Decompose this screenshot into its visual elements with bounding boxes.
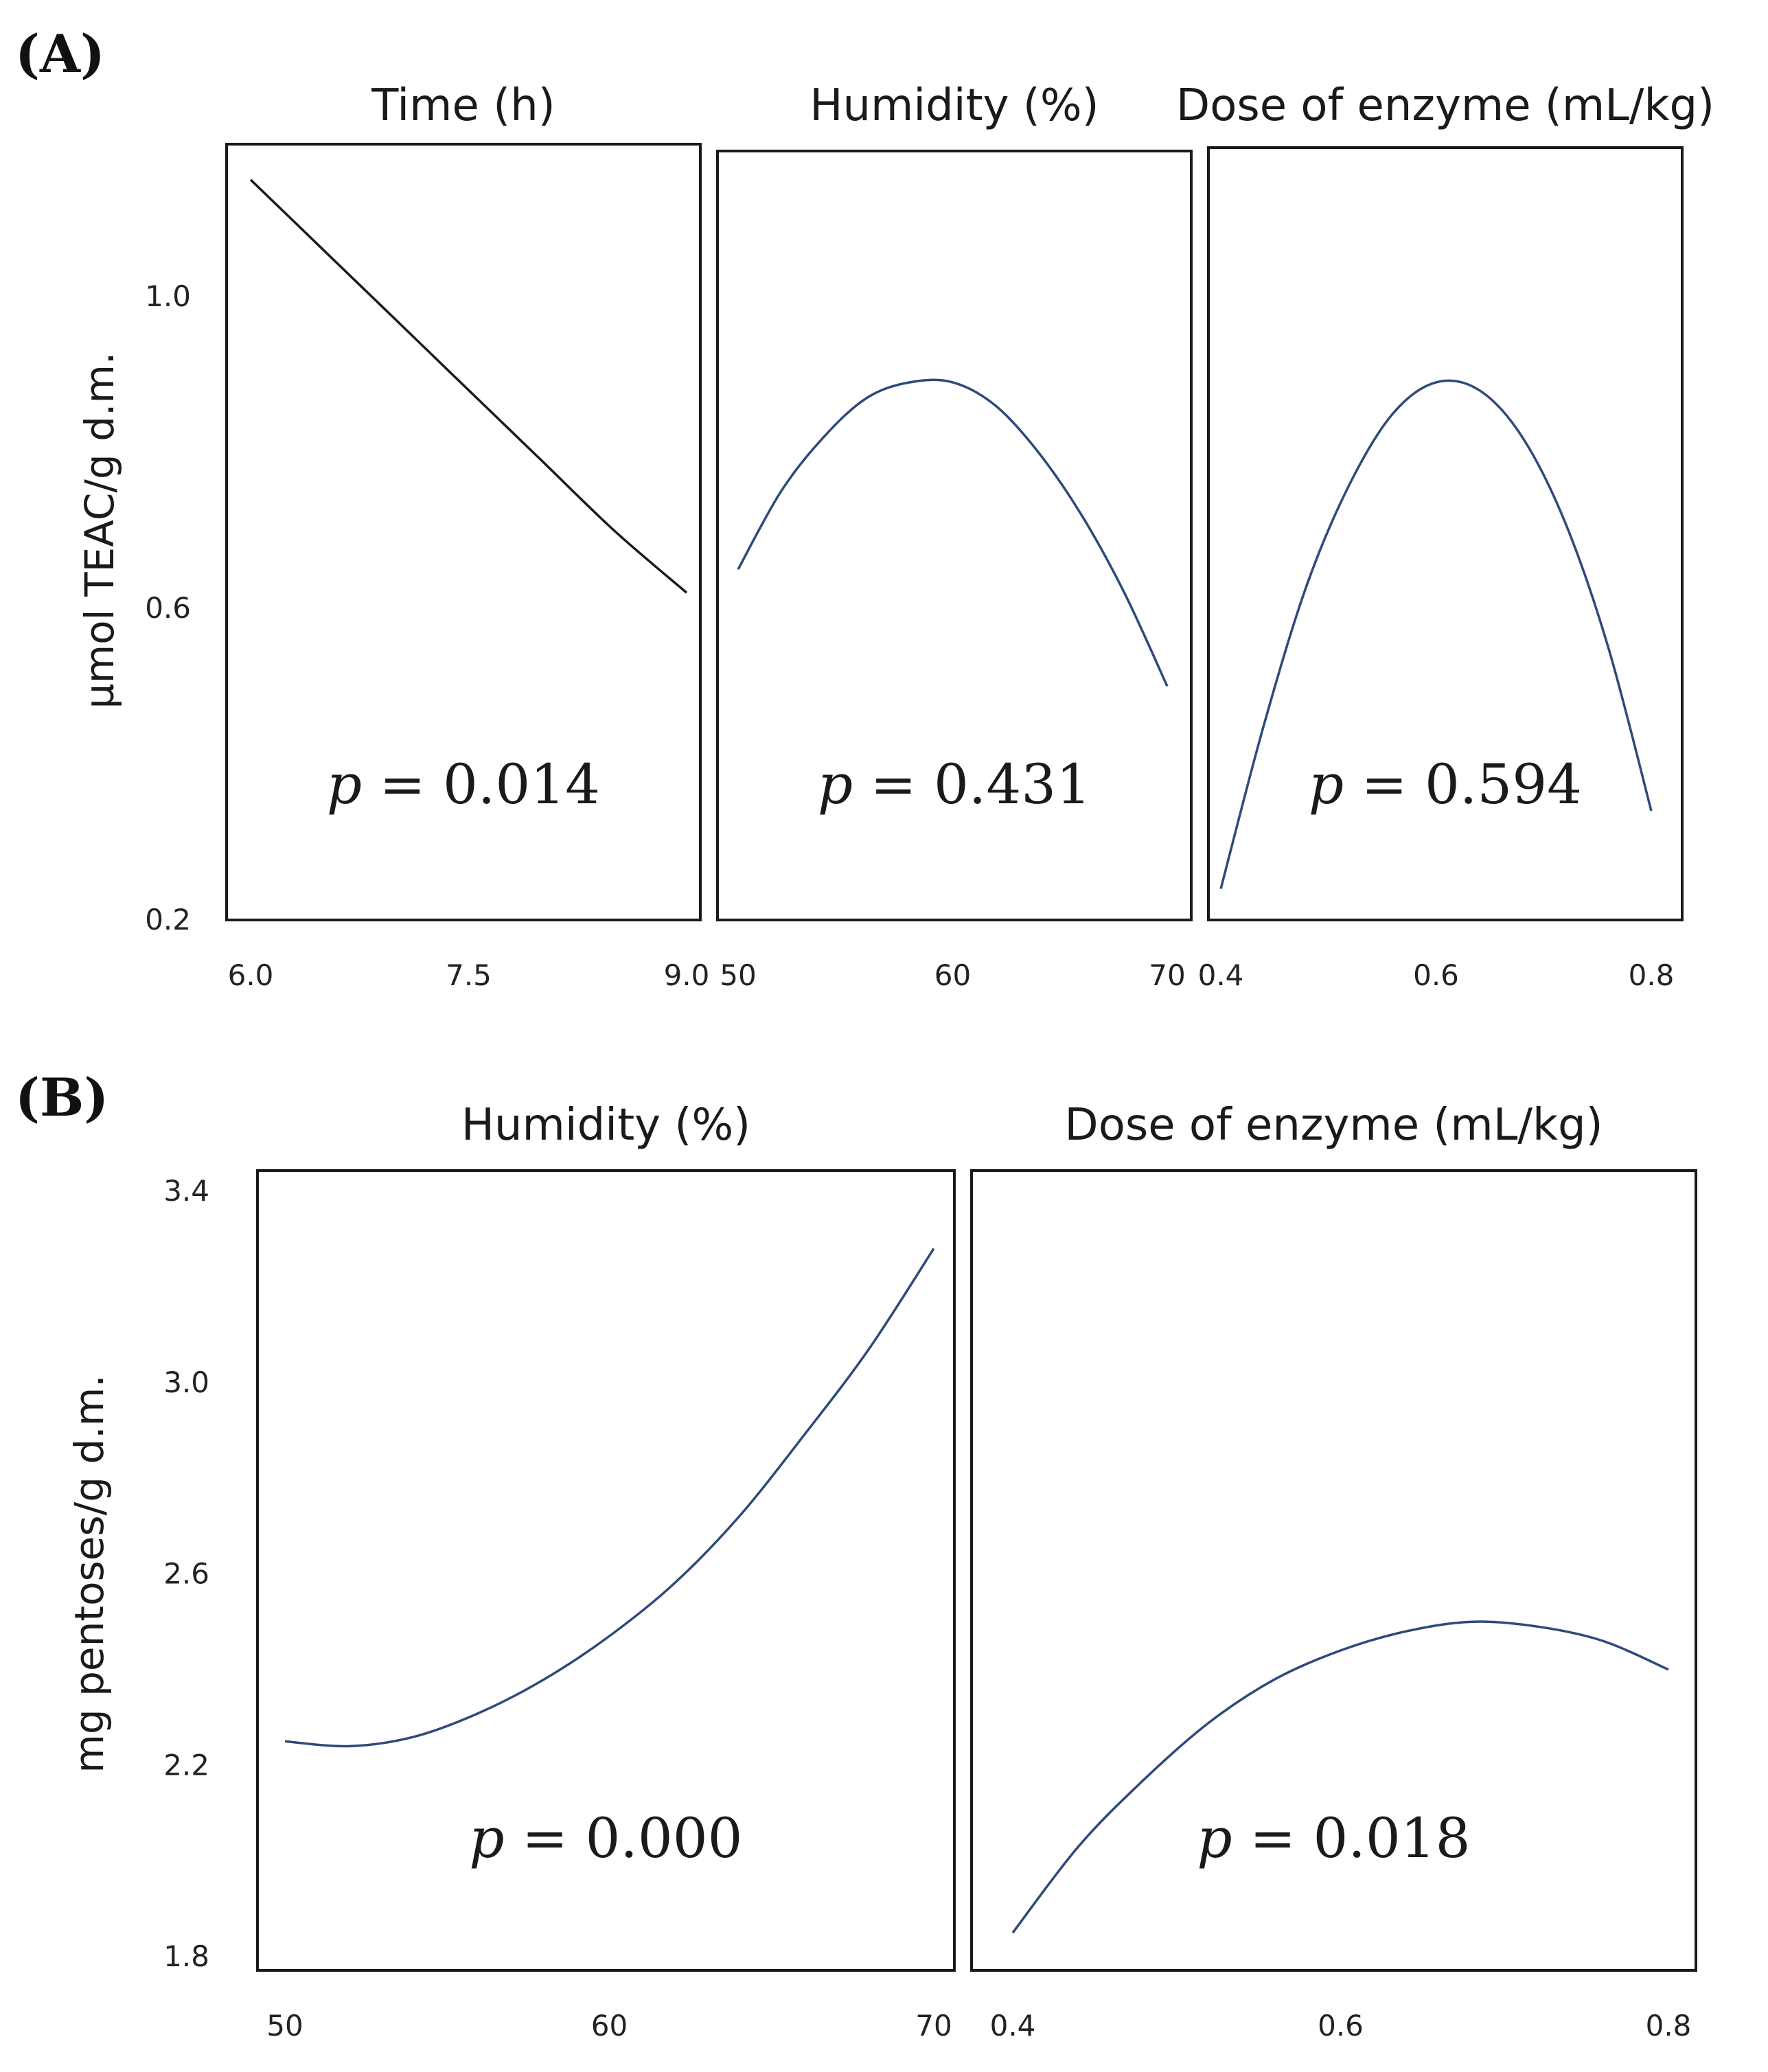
- y-tick-label: 1.0: [145, 279, 191, 313]
- p-value: p = 0.594: [1309, 752, 1582, 816]
- p-value-text: = 0.594: [1344, 752, 1582, 816]
- subplot-title: Humidity (%): [810, 80, 1099, 131]
- p-value-text: = 0.018: [1232, 1806, 1471, 1870]
- y-tick-label: 0.6: [145, 591, 191, 625]
- subplot-frame: [225, 143, 702, 921]
- subplot-title: Dose of enzyme (mL/kg): [1176, 80, 1714, 131]
- p-value-symbol: p: [327, 752, 362, 816]
- subplot-b-2: Dose of enzyme (mL/kg) 0.4 0.6 0.8 p = 0.018: [970, 1100, 1697, 2042]
- y-tick-label: 2.6: [163, 1557, 209, 1591]
- x-tick-label: 70: [1149, 958, 1185, 992]
- subplot-frame: [716, 150, 1193, 921]
- y-tick-label: 1.8: [163, 1939, 209, 1973]
- p-value-text: = 0.014: [362, 752, 600, 816]
- x-tick-label: 70: [915, 2009, 952, 2042]
- y-tick-label: 0.2: [145, 903, 191, 936]
- p-value-text: = 0.000: [505, 1806, 743, 1870]
- panel-label-b: (B): [15, 1067, 108, 1128]
- x-tick-label: 0.6: [1413, 958, 1459, 992]
- x-tick-label: 0.4: [990, 2009, 1036, 2042]
- p-value-symbol: p: [1197, 1806, 1232, 1870]
- x-tick-label: 6.0: [228, 958, 274, 992]
- series-line: [1011, 1620, 1669, 1934]
- p-value: p = 0.000: [469, 1806, 742, 1870]
- series-line: [284, 1247, 935, 1748]
- subplot-frame: [970, 1169, 1697, 1972]
- subplot-frame: [1207, 146, 1684, 921]
- x-tick-label: 7.5: [446, 958, 492, 992]
- p-value: p = 0.431: [818, 752, 1091, 816]
- y-axis-title: µmol TEAC/g d.m.: [76, 352, 123, 709]
- subplot-title: Time (h): [371, 80, 555, 131]
- subplot-a-2: Humidity (%) 50 60 70 p = 0.431: [716, 80, 1193, 992]
- series-line: [249, 179, 688, 594]
- x-tick-label: 9.0: [664, 958, 710, 992]
- series-line: [1219, 379, 1653, 890]
- x-tick-label: 60: [934, 958, 971, 992]
- p-value-symbol: p: [1309, 752, 1344, 816]
- subplot-title: Humidity (%): [461, 1100, 750, 1151]
- p-value-text: = 0.431: [853, 752, 1091, 816]
- x-tick-label: 0.4: [1198, 958, 1244, 992]
- panel-label-a: (A): [15, 23, 105, 84]
- subplot-frame: [256, 1169, 956, 1972]
- subplot-b-1: Humidity (%) 50 60 70 p = 0.000: [256, 1100, 956, 2042]
- y-axis-title: mg pentoses/g d.m.: [66, 1374, 113, 1773]
- panel-a: (A) µmol TEAC/g d.m. 0.2 0.6 1.0 Time (h) 6.0 7…: [15, 23, 1714, 992]
- subplot-title: Dose of enzyme (mL/kg): [1064, 1100, 1603, 1151]
- y-tick-label: 2.2: [163, 1748, 209, 1782]
- p-value-symbol: p: [818, 752, 853, 816]
- x-tick-label: 50: [720, 958, 756, 992]
- subplot-a-1: Time (h) 6.0 7.5 9.0 p = 0.014: [225, 80, 710, 992]
- y-tick-label: 3.0: [163, 1366, 209, 1399]
- y-tick-label: 3.4: [163, 1174, 209, 1208]
- x-tick-label: 60: [591, 2009, 628, 2042]
- x-tick-label: 0.8: [1646, 2009, 1692, 2042]
- series-line: [737, 378, 1169, 687]
- p-value: p = 0.018: [1197, 1806, 1470, 1870]
- p-value: p = 0.014: [327, 752, 600, 816]
- x-tick-label: 0.6: [1318, 2009, 1364, 2042]
- x-tick-label: 50: [266, 2009, 303, 2042]
- p-value-symbol: p: [469, 1806, 504, 1870]
- subplot-a-3: Dose of enzyme (mL/kg) 0.4 0.6 0.8 p = 0.594: [1176, 80, 1714, 992]
- panel-b: (B) mg pentoses/g d.m. 1.8 2.2 2.6 3.0 3.4 Humi…: [15, 1067, 1697, 2042]
- x-tick-label: 0.8: [1629, 958, 1675, 992]
